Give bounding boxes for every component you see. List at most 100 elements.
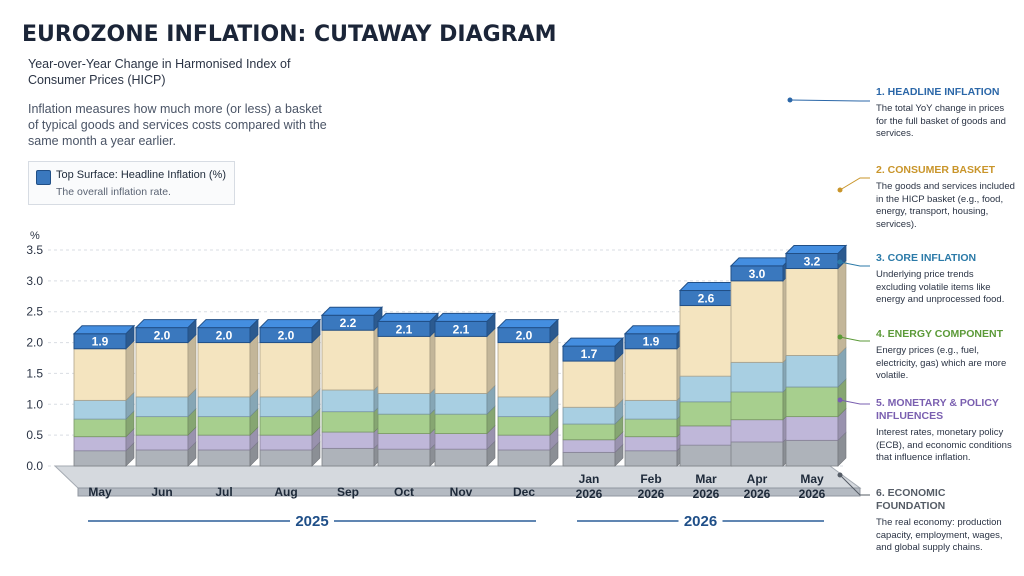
y-tick-label: 0.0 [26, 459, 43, 473]
bar-layer [679, 305, 733, 377]
annotation-connector [839, 177, 870, 191]
bar-layer [321, 389, 375, 413]
annotation-dot [837, 334, 843, 340]
bar-layer [562, 439, 616, 453]
bar-cap-side [187, 318, 197, 344]
bar-cap-top [729, 257, 793, 267]
bar-layer [377, 393, 431, 415]
bar-layer [497, 342, 551, 398]
bar-layer [377, 413, 431, 435]
annotation-dot [837, 472, 843, 478]
y-tick-label: 1.5 [26, 366, 43, 380]
bar-cap-top [258, 319, 322, 329]
bar-value-label: 2.0 [154, 329, 171, 343]
bar-layer [679, 375, 733, 403]
bar-value-label: 1.9 [92, 335, 109, 349]
bar-cap-top [196, 319, 260, 329]
bar-value-label: 2.0 [278, 329, 295, 343]
annotation-connector [839, 336, 870, 342]
annotation-dot [837, 187, 843, 193]
base-slab-front [77, 487, 861, 497]
bar-layer [321, 447, 375, 467]
annotation-body: Underlying price trends excluding volati… [876, 269, 1005, 305]
y-tick-label: 2.0 [26, 336, 43, 350]
bar-layer [562, 360, 616, 408]
bar-value-label: 1.9 [643, 335, 660, 349]
annotation-dot [837, 397, 843, 403]
year-group-label: 2025 [295, 513, 328, 530]
x-tick-label: Feb 2026 [638, 472, 665, 501]
bar-layer [73, 348, 127, 401]
legend-box: Top Surface: Headline Inflation (%) The … [28, 161, 235, 205]
bar-layer [730, 361, 784, 393]
annotation-energy: 4. ENERGY COMPONENT Energy prices (e.g.,… [876, 328, 1016, 383]
bar-layer [785, 439, 839, 467]
bar-cap-side [311, 318, 321, 344]
bar-layer-side [249, 333, 259, 398]
bar-layer [785, 386, 839, 418]
y-tick-label: 3.0 [26, 274, 43, 288]
bar-value-label: 3.2 [804, 255, 821, 269]
bar-cap-side [549, 318, 559, 344]
bar-layer [259, 342, 313, 398]
bar-cap-top [561, 337, 625, 347]
annotation-connector [839, 261, 870, 267]
bar-layer [730, 391, 784, 421]
y-tick-label: 3.5 [26, 243, 43, 257]
annotation-body: The goods and services included in the H… [876, 181, 1015, 230]
bar-layer [434, 335, 488, 394]
bar-layer [497, 416, 551, 436]
y-tick-label: 1.0 [26, 397, 43, 411]
annotation-body: The total YoY change in prices for the f… [876, 103, 1006, 139]
bar-layer-side [486, 327, 496, 395]
x-tick-label: Aug [274, 485, 297, 499]
bar-layer [785, 416, 839, 441]
bar-layer [679, 444, 733, 467]
annotation-headline: 1. HEADLINE INFLATION The total YoY chan… [876, 86, 1016, 141]
bar-layer [562, 406, 616, 425]
bar-cap-top [784, 245, 848, 255]
page-title: EUROZONE INFLATION: CUTAWAY DIAGRAM [22, 22, 557, 47]
bar-layer [321, 329, 375, 391]
y-tick-label: 0.5 [26, 428, 43, 442]
bar-layer [73, 450, 127, 467]
x-tick-label: Apr 2026 [744, 472, 771, 501]
bar-layer [321, 431, 375, 449]
bar-layer [624, 399, 678, 420]
annotation-core: 3. CORE INFLATION Underlying price trend… [876, 252, 1016, 307]
x-tick-label: May [88, 485, 112, 499]
bar-cap-side [249, 318, 259, 344]
bar-cap-side [486, 312, 496, 338]
bar-cap-top [134, 319, 198, 329]
annotation-heading: 6. ECONOMIC FOUNDATION [876, 487, 946, 512]
bar-layer [730, 280, 784, 363]
intro-text: Inflation measures how much more (or les… [28, 102, 327, 148]
bar-layer [624, 450, 678, 467]
bar-value-label: 2.2 [340, 316, 357, 330]
bar-layer [197, 416, 251, 436]
bar-value-label: 2.1 [453, 322, 470, 336]
x-tick-label: Jul [215, 485, 232, 499]
bar-layer-side [125, 340, 135, 402]
bar-layer [679, 425, 733, 446]
bar-value-label: 2.0 [516, 329, 533, 343]
bar-layer [377, 335, 431, 394]
bar-layer [730, 441, 784, 467]
annotation-heading: 5. MONETARY & POLICY INFLUENCES [876, 397, 999, 422]
bar-layer [434, 393, 488, 415]
bar-value-label: 2.0 [216, 329, 233, 343]
annotation-foundation: 6. ECONOMIC FOUNDATION The real economy:… [876, 487, 1016, 555]
bar-value-label: 2.6 [698, 292, 715, 306]
annotation-dot [837, 259, 843, 265]
y-tick-label: 2.5 [26, 305, 43, 319]
bar-layer [785, 268, 839, 356]
annotation-dot [787, 97, 793, 103]
bar-layer [197, 396, 251, 418]
bar-layer-side [311, 333, 321, 398]
bar-cap-top [376, 312, 440, 322]
bar-cap-side [125, 324, 135, 350]
annotation-body: Energy prices (e.g., fuel, electricity, … [876, 345, 1007, 381]
bar-layer [624, 418, 678, 438]
bar-layer [679, 401, 733, 427]
